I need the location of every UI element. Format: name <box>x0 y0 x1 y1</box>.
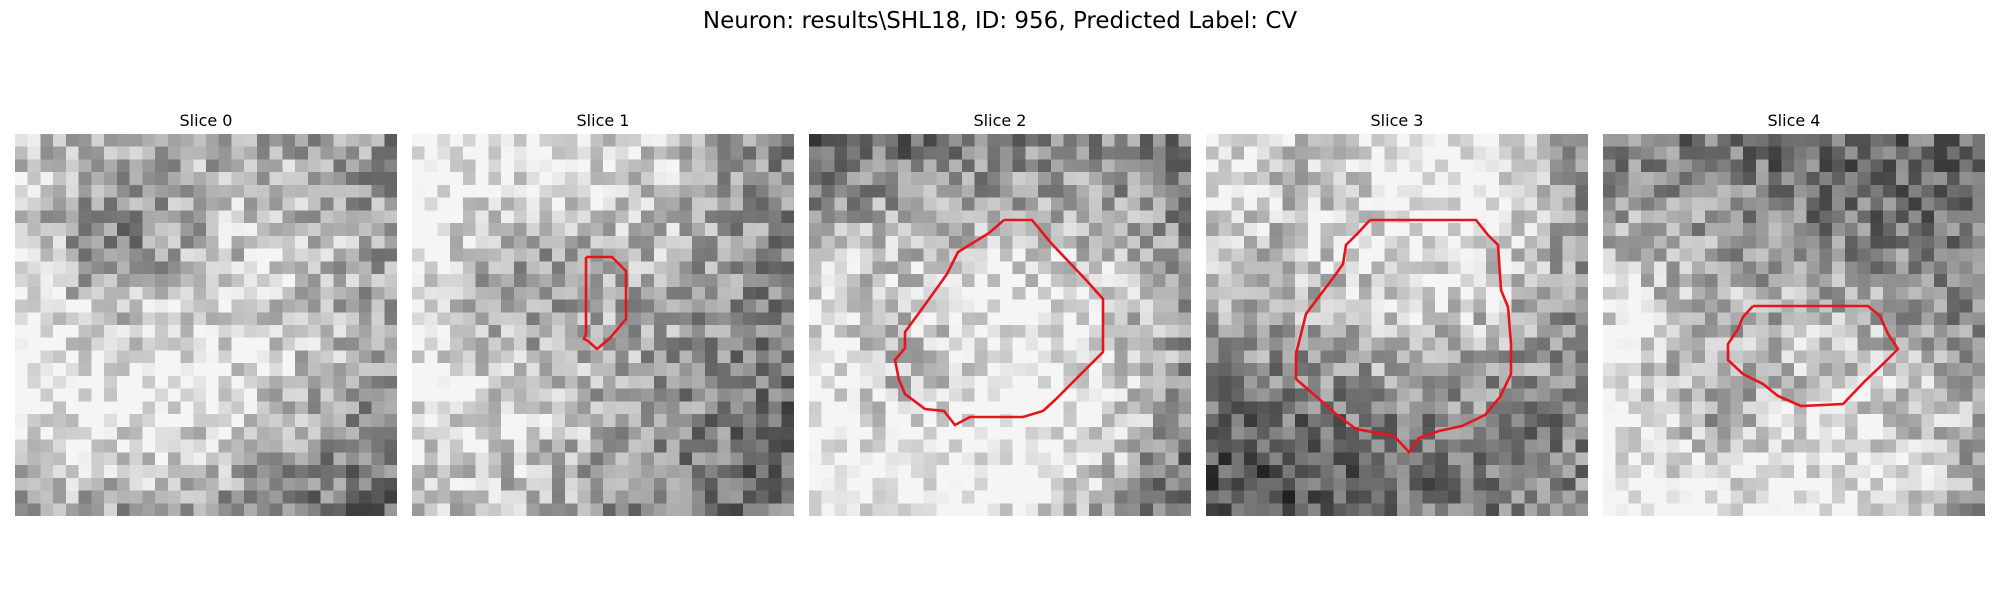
roi-contour <box>582 255 628 351</box>
slice-image <box>809 134 1191 516</box>
slice-title: Slice 0 <box>179 111 233 130</box>
slice-image <box>1603 134 1985 516</box>
slice-image <box>412 134 794 516</box>
grayscale-patch <box>412 134 794 516</box>
slice-panel-4: Slice 4 <box>1603 108 1985 516</box>
slice-title: Slice 3 <box>1370 111 1424 130</box>
slice-image <box>15 134 397 516</box>
grayscale-patch <box>1206 134 1588 516</box>
roi-contour <box>1294 218 1513 455</box>
slice-panel-0: Slice 0 <box>15 108 397 516</box>
grayscale-patch <box>15 134 397 516</box>
grayscale-patch <box>1603 134 1985 516</box>
figure-title: Neuron: results\SHL18, ID: 956, Predicte… <box>702 8 1298 34</box>
slice-title: Slice 1 <box>576 111 630 130</box>
slice-panel-3: Slice 3 <box>1206 108 1588 516</box>
grayscale-patch <box>809 134 1191 516</box>
roi-contour <box>1726 304 1900 408</box>
slice-title: Slice 4 <box>1767 111 1821 130</box>
slice-panel-2: Slice 2 <box>809 108 1191 516</box>
roi-contour <box>893 218 1105 427</box>
slice-title: Slice 2 <box>973 111 1027 130</box>
slice-image <box>1206 134 1588 516</box>
slice-panel-1: Slice 1 <box>412 108 794 516</box>
